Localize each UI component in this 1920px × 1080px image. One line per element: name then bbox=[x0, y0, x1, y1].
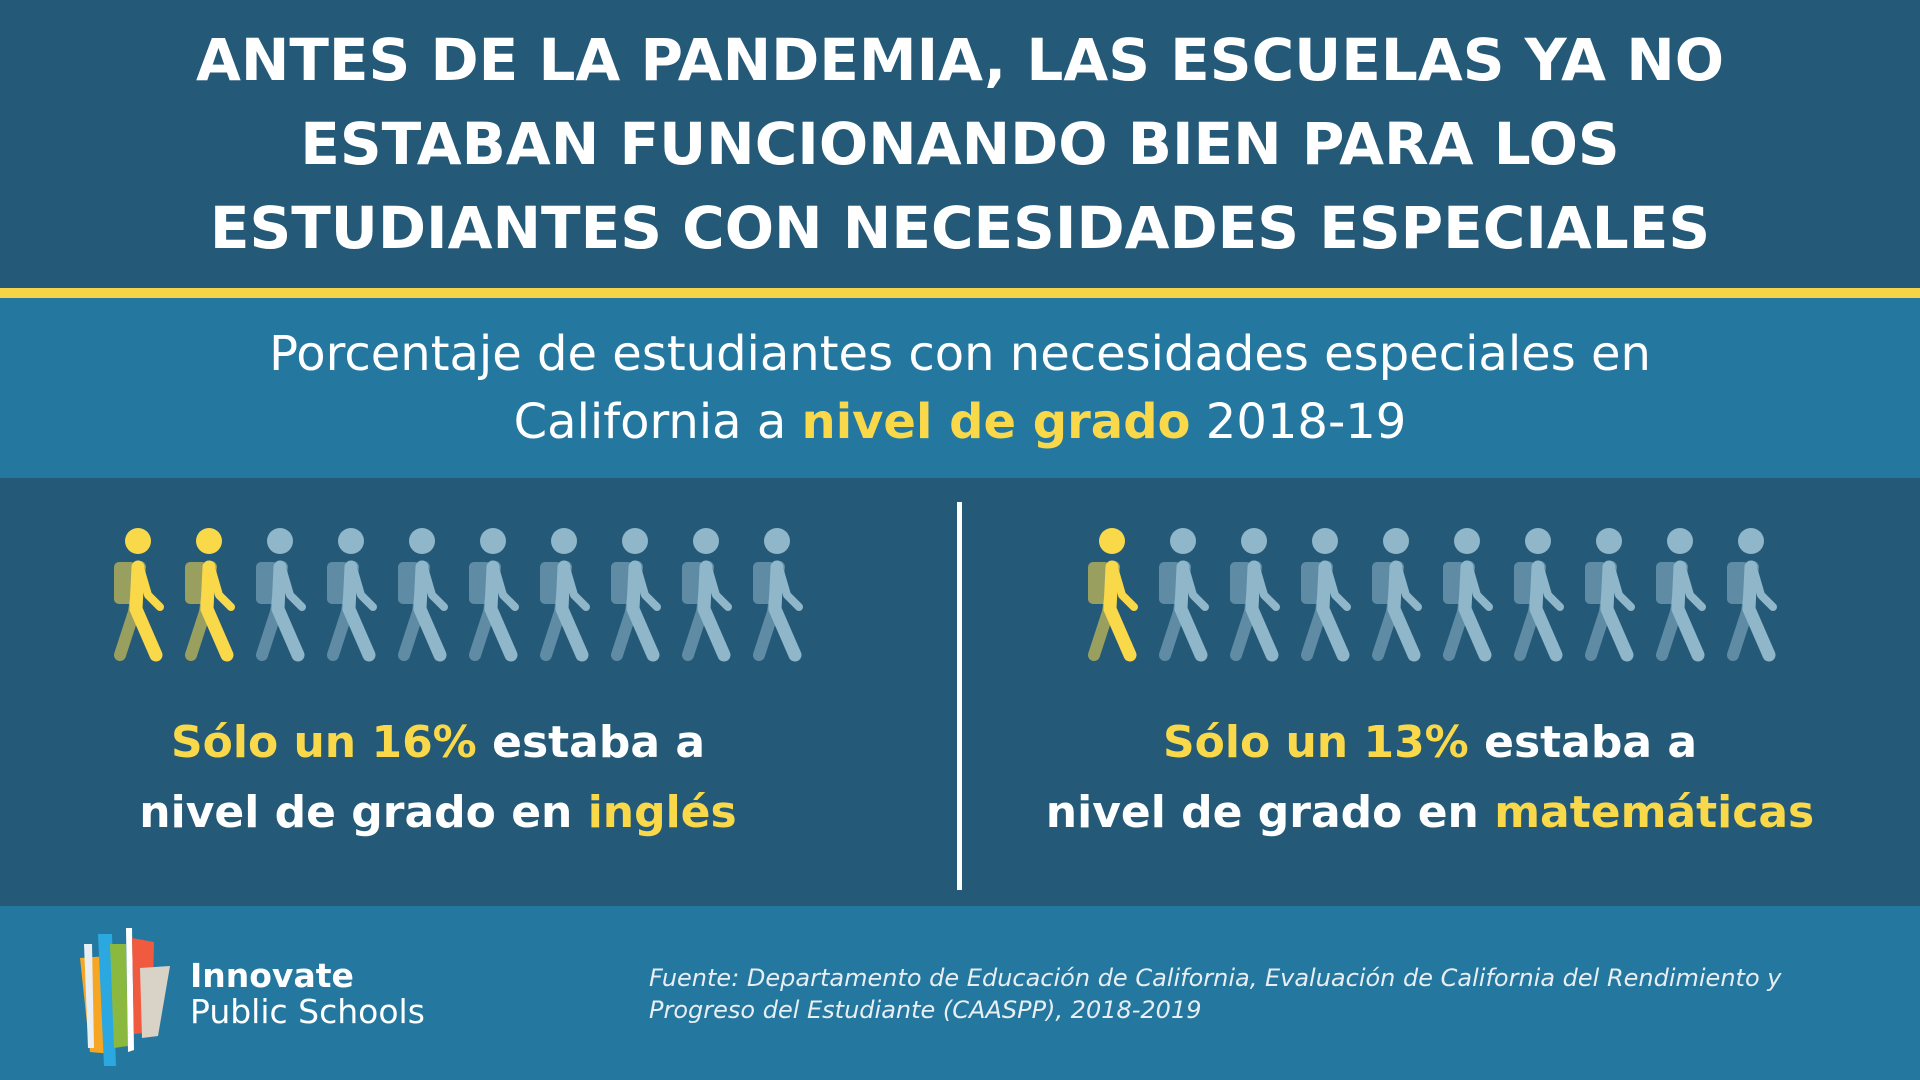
title-line: ESTUDIANTES CON NECESIDADES ESPECIALES bbox=[209, 194, 1711, 262]
footer: Innovate Public Schools Fuente: Departam… bbox=[0, 906, 1920, 1080]
divider-rule bbox=[0, 288, 1920, 298]
student-figure-icon bbox=[534, 527, 594, 663]
student-figure-icon bbox=[1650, 527, 1710, 663]
subtitle-year: 2018-19 bbox=[1190, 394, 1407, 450]
title-line: ANTES DE LA PANDEMIA, LAS ESCUELAS YA NO bbox=[195, 26, 1725, 94]
student-figure-icon bbox=[1224, 527, 1284, 663]
brand-bold: Innovate bbox=[190, 956, 354, 995]
student-figure-icon bbox=[1366, 527, 1426, 663]
source-line: Progreso del Estudiante (CAASPP), 2018-2… bbox=[649, 996, 1202, 1024]
student-figure-icon bbox=[463, 527, 523, 663]
english-figures bbox=[108, 527, 807, 663]
student-figure-icon bbox=[321, 527, 381, 663]
student-figure-icon bbox=[1437, 527, 1497, 663]
student-figure-icon bbox=[250, 527, 310, 663]
subtitle-highlight: nivel de grado bbox=[801, 394, 1191, 450]
column-divider bbox=[957, 502, 962, 890]
subtitle-line: California a nivel de grado 2018-19 bbox=[0, 388, 1920, 456]
student-figure-highlighted-icon bbox=[179, 527, 239, 663]
student-figure-icon bbox=[1508, 527, 1568, 663]
student-figure-icon bbox=[1153, 527, 1213, 663]
math-highlight: Sólo un 13% bbox=[1162, 717, 1469, 768]
student-figure-highlighted-icon bbox=[108, 527, 168, 663]
english-highlight: Sólo un 16% bbox=[170, 717, 477, 768]
student-figure-highlighted-icon bbox=[1082, 527, 1142, 663]
subtitle-line: Porcentaje de estudiantes con necesidade… bbox=[269, 326, 1651, 382]
student-figure-icon bbox=[1579, 527, 1639, 663]
student-figure-icon bbox=[392, 527, 452, 663]
stats-panel: Sólo un 16% estaba a nivel de grado en i… bbox=[0, 478, 1920, 906]
english-subject: inglés bbox=[587, 787, 737, 838]
math-subject: matemáticas bbox=[1494, 787, 1815, 838]
title-line: ESTABAN FUNCIONANDO BIEN PARA LOS bbox=[300, 110, 1620, 178]
innovate-logo-icon bbox=[80, 928, 170, 1066]
student-figure-icon bbox=[605, 527, 665, 663]
english-text: nivel de grado en bbox=[139, 787, 588, 838]
math-text: estaba a bbox=[1468, 717, 1698, 768]
student-figure-icon bbox=[747, 527, 807, 663]
english-text: estaba a bbox=[476, 717, 706, 768]
subtitle-text: California a bbox=[513, 394, 802, 450]
math-text: nivel de grado en bbox=[1045, 787, 1495, 838]
source-line: Fuente: Departamento de Educación de Cal… bbox=[649, 964, 1782, 992]
source-citation: Fuente: Departamento de Educación de Cal… bbox=[649, 962, 1799, 1026]
student-figure-icon bbox=[1721, 527, 1781, 663]
student-figure-icon bbox=[1295, 527, 1355, 663]
brand-name: Innovate Public Schools bbox=[190, 958, 425, 1030]
brand-light: Public Schools bbox=[190, 992, 425, 1031]
subtitle: Porcentaje de estudiantes con necesidade… bbox=[0, 298, 1920, 478]
math-figures bbox=[1082, 527, 1781, 663]
title: ANTES DE LA PANDEMIA, LAS ESCUELAS YA NO… bbox=[0, 0, 1920, 288]
math-stat: Sólo un 13% estaba a nivel de grado en m… bbox=[1000, 708, 1860, 848]
english-stat: Sólo un 16% estaba a nivel de grado en i… bbox=[8, 708, 868, 848]
student-figure-icon bbox=[676, 527, 736, 663]
